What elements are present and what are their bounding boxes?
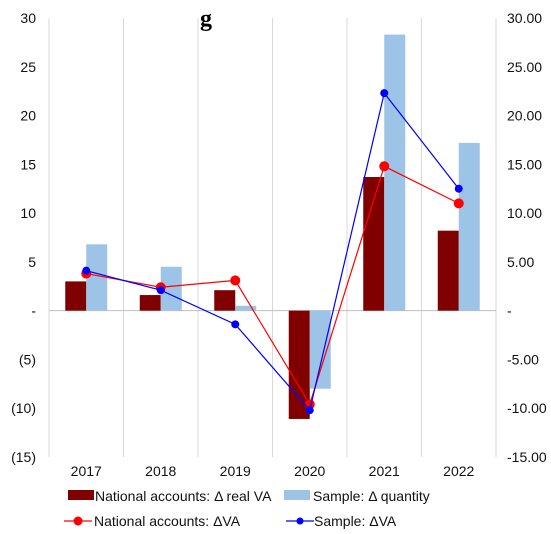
left-tick-label: (5) (19, 351, 36, 367)
point-national-accounts-va-2019 (230, 275, 241, 286)
bar-national-accounts-real-va-2018 (139, 295, 161, 311)
bar-sample-quantity-2017 (86, 244, 108, 311)
x-tick-label-2021: 2021 (369, 463, 400, 479)
point-sample-va-2021 (380, 89, 389, 98)
x-tick-label-2019: 2019 (220, 463, 251, 479)
line-national-accounts-va (86, 165, 460, 406)
left-tick-label: (10) (11, 400, 36, 416)
point-sample-va-2019 (231, 320, 240, 329)
legend: National accounts: Δ real VA Sample: Δ qu… (64, 488, 430, 529)
legend-marker-national-accounts-va (73, 516, 83, 526)
point-national-accounts-va-2022 (453, 198, 464, 209)
chart-title: g (200, 6, 212, 32)
left-tick-label: 30 (20, 10, 36, 26)
bar-sample-quantity-2019 (235, 305, 257, 311)
legend-swatch-national-accounts-real-va (68, 490, 94, 500)
point-sample-va-2020 (305, 406, 314, 415)
point-national-accounts-va-2021 (379, 161, 390, 172)
legend-label-national-accounts-real-va: National accounts: Δ real VA (95, 488, 272, 504)
bar-national-accounts-real-va-2019 (214, 290, 236, 311)
point-sample-va-2022 (454, 184, 463, 193)
left-tick-label: 20 (20, 108, 36, 124)
x-tick-label-2018: 2018 (145, 463, 176, 479)
left-tick-label: (15) (11, 449, 36, 465)
right-tick-label: 5.00 (507, 254, 534, 270)
point-sample-va-2017 (82, 266, 91, 275)
bar-sample-quantity-2022 (458, 142, 480, 311)
bar-sample-quantity-2021 (384, 34, 406, 311)
lines (81, 89, 464, 415)
legend-label-national-accounts-va: National accounts: ΔVA (94, 513, 241, 529)
bar-sample-quantity-2018 (160, 266, 182, 311)
left-tick-label: 5 (28, 254, 36, 270)
grid-lines (48, 18, 497, 457)
left-tick-label: 15 (20, 156, 36, 172)
legend-label-sample-va: Sample: ΔVA (314, 513, 397, 529)
right-tick-label: 25.00 (507, 59, 542, 75)
left-tick-label: - (31, 303, 36, 319)
legend-label-sample-quantity: Sample: Δ quantity (313, 488, 430, 504)
legend-swatch-sample-quantity (284, 490, 310, 500)
right-tick-label: 10.00 (507, 205, 542, 221)
x-tick-label-2017: 2017 (71, 463, 102, 479)
right-tick-label: -10.00 (507, 400, 547, 416)
bar-sample-quantity-2020 (309, 310, 331, 389)
axes: 30 25 20 15 10 5 - (5) (10) (15) 30.00 25.00 20.00 15… (11, 10, 547, 479)
bar-national-accounts-real-va-2021 (363, 177, 385, 311)
left-tick-label: 25 (20, 59, 36, 75)
line-sample-va (86, 91, 460, 412)
bar-national-accounts-real-va-2022 (437, 230, 459, 311)
bar-national-accounts-real-va-2017 (65, 281, 87, 311)
x-tick-label-2022: 2022 (443, 463, 474, 479)
legend-marker-sample-va (296, 517, 304, 525)
right-tick-label: -5.00 (507, 351, 539, 367)
right-tick-label: 20.00 (507, 108, 542, 124)
right-tick-label: 15.00 (507, 156, 542, 172)
point-sample-va-2018 (156, 286, 165, 295)
right-tick-label: - (507, 303, 512, 319)
right-tick-label: -15.00 (507, 449, 547, 465)
bars (65, 34, 480, 419)
right-tick-label: 30.00 (507, 10, 542, 26)
left-tick-label: 10 (20, 205, 36, 221)
x-tick-label-2020: 2020 (294, 463, 325, 479)
